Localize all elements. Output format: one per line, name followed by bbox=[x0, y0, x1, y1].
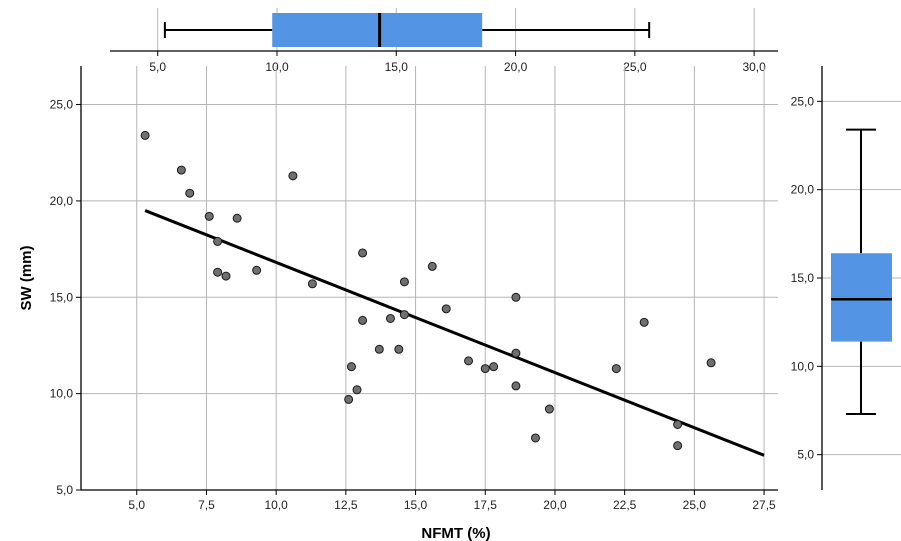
boxplot-tick-label: 25,0 bbox=[791, 94, 815, 108]
regression-line bbox=[144, 209, 765, 457]
data-point bbox=[221, 271, 231, 281]
data-point bbox=[344, 394, 354, 404]
data-point bbox=[611, 364, 621, 374]
x-tick-label: 10,0 bbox=[264, 498, 288, 512]
data-point bbox=[358, 248, 368, 258]
data-point bbox=[374, 344, 384, 354]
x-axis-title: NFMT (%) bbox=[421, 525, 490, 541]
data-point bbox=[480, 364, 490, 374]
data-point bbox=[307, 279, 317, 289]
data-point bbox=[399, 310, 409, 320]
x-tick-label: 27,5 bbox=[752, 498, 776, 512]
data-point bbox=[204, 211, 214, 221]
sw-boxplot: 5,0 10,0 15,0 20,0 25,0 bbox=[791, 66, 901, 490]
x-tick-label: 15,0 bbox=[404, 498, 428, 512]
data-point bbox=[288, 171, 298, 181]
data-point bbox=[185, 188, 195, 198]
data-point bbox=[511, 292, 521, 302]
data-point bbox=[385, 313, 395, 323]
y-axis-title: SW (mm) bbox=[18, 246, 35, 311]
boxplot-tick-label: 30,0 bbox=[742, 60, 766, 74]
data-point bbox=[511, 381, 521, 391]
data-point bbox=[441, 304, 451, 314]
data-point bbox=[252, 265, 262, 275]
data-point bbox=[394, 344, 404, 354]
data-point bbox=[706, 358, 716, 368]
data-point bbox=[346, 362, 356, 372]
data-point bbox=[544, 404, 554, 414]
boxplot-tick-label: 25,0 bbox=[623, 60, 647, 74]
data-point bbox=[511, 348, 521, 358]
boxplot-tick-label: 10,0 bbox=[791, 359, 815, 373]
nfmt-boxplot: 5,0 10,0 15,0 20,0 25,0 30,0 bbox=[110, 8, 778, 74]
x-tick-label: 7,5 bbox=[198, 498, 215, 512]
data-point bbox=[639, 317, 649, 327]
boxplot-tick-label: 10,0 bbox=[265, 60, 289, 74]
x-tick-label: 22,5 bbox=[613, 498, 637, 512]
y-tick-label: 10,0 bbox=[50, 387, 74, 401]
x-tick-label: 25,0 bbox=[683, 498, 707, 512]
data-point bbox=[530, 433, 540, 443]
data-point bbox=[213, 267, 223, 277]
boxplot-tick-label: 5,0 bbox=[797, 448, 814, 462]
boxplot-tick-label: 15,0 bbox=[385, 60, 409, 74]
x-tick-label: 17,5 bbox=[474, 498, 498, 512]
y-tick-label: 25,0 bbox=[50, 98, 74, 112]
data-point bbox=[427, 261, 437, 271]
iqr-box bbox=[831, 253, 892, 342]
data-point bbox=[176, 165, 186, 175]
data-point bbox=[140, 130, 150, 140]
x-tick-label: 12,5 bbox=[334, 498, 358, 512]
y-tick-label: 20,0 bbox=[50, 194, 74, 208]
boxplot-tick-label: 5,0 bbox=[149, 60, 166, 74]
data-point bbox=[213, 236, 223, 246]
boxplot-tick-label: 20,0 bbox=[504, 60, 528, 74]
data-point bbox=[352, 385, 362, 395]
data-point bbox=[673, 419, 683, 429]
boxplot-tick-label: 15,0 bbox=[791, 271, 815, 285]
data-point bbox=[399, 277, 409, 287]
data-point bbox=[232, 213, 242, 223]
data-point bbox=[358, 315, 368, 325]
data-point bbox=[489, 362, 499, 372]
iqr-box bbox=[272, 13, 483, 47]
scatter-plot: 5,0 7,5 10,0 12,5 15,0 17,5 20,0 22,5 25,0 27,5 5… bbox=[18, 66, 778, 541]
data-point bbox=[464, 356, 474, 366]
x-tick-label: 5,0 bbox=[128, 498, 145, 512]
boxplot-tick-label: 20,0 bbox=[791, 183, 815, 197]
y-tick-label: 5,0 bbox=[56, 483, 73, 497]
x-tick-label: 20,0 bbox=[543, 498, 567, 512]
data-point bbox=[673, 441, 683, 451]
y-tick-label: 15,0 bbox=[50, 290, 74, 304]
